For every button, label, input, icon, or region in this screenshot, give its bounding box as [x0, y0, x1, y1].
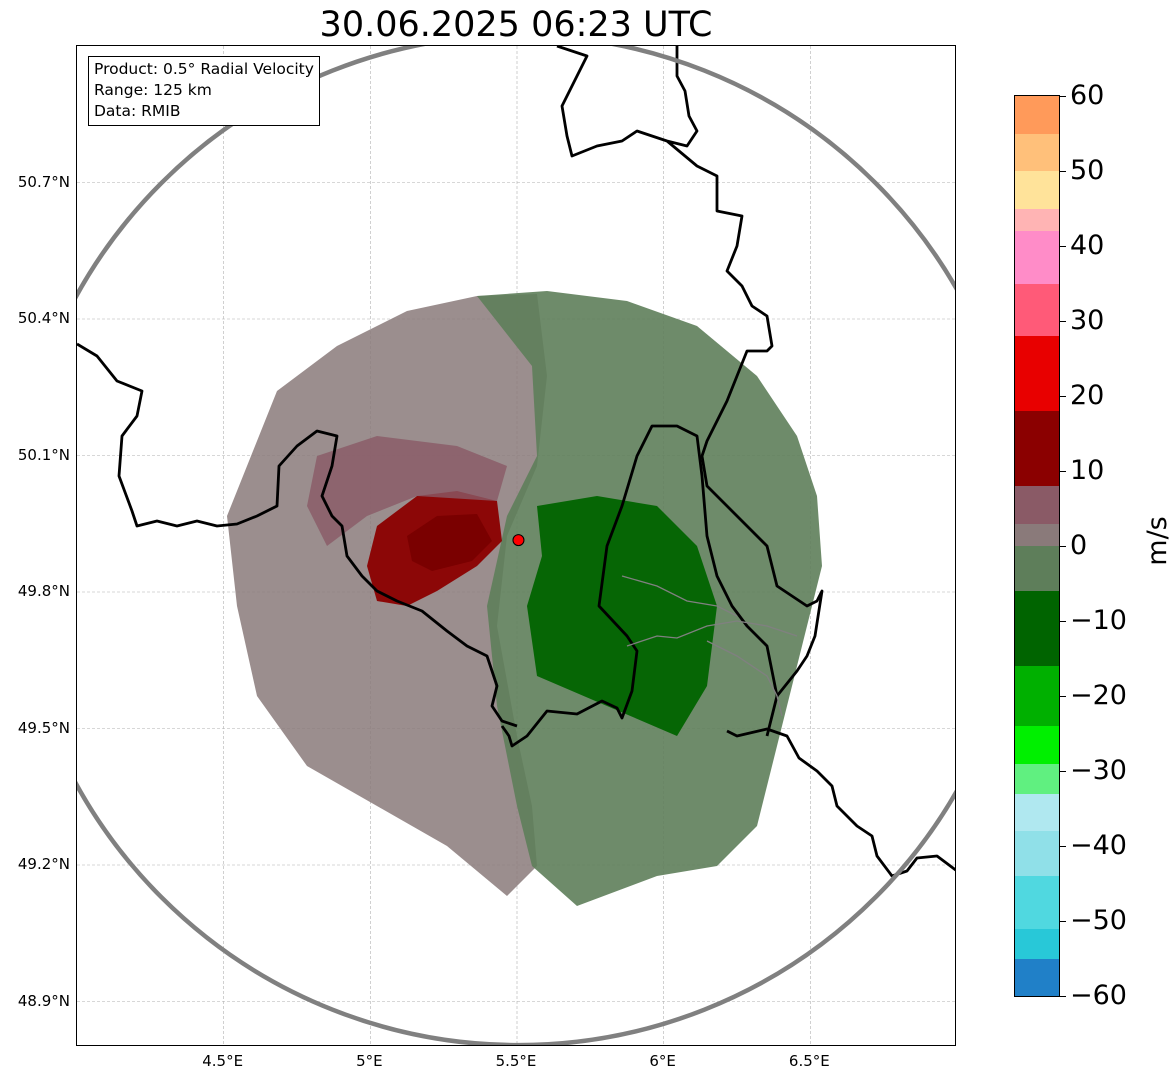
colorbar-tick-mark — [1060, 96, 1066, 97]
colorbar-tick-label: −10 — [1070, 605, 1127, 636]
border-luxembourg — [500, 424, 779, 748]
border-belgium-france-west — [77, 342, 518, 728]
colorbar-tick-label: 20 — [1070, 380, 1105, 411]
colorbar-tick-mark — [1060, 471, 1066, 472]
latitude-tick-label: 49.5°N — [17, 718, 70, 737]
longitude-tick-label: 4.5°E — [202, 1052, 244, 1070]
colorbar-band — [1015, 411, 1059, 487]
colorbar-band — [1015, 546, 1059, 592]
colorbar-band — [1015, 726, 1059, 765]
latitude-tick-label: 50.4°N — [17, 309, 70, 327]
longitude-tick-label: 5.5°E — [495, 1052, 537, 1070]
region-borders — [621, 575, 798, 717]
latitude-tick-label: 50.1°N — [17, 445, 70, 464]
colorbar-tick-mark — [1060, 771, 1066, 772]
echo-dark-red-core — [407, 514, 492, 571]
colorbar-tick-label: 0 — [1070, 530, 1088, 561]
colorbar-band — [1015, 763, 1059, 795]
colorbar-band — [1015, 133, 1059, 172]
colorbar-band — [1015, 523, 1059, 547]
colorbar-tick-mark — [1060, 846, 1066, 847]
latitude-tick-label: 49.2°N — [17, 855, 70, 873]
colorbar-band — [1015, 336, 1059, 412]
velocity-echoes — [227, 291, 822, 906]
colorbar-tick-label: −60 — [1070, 980, 1127, 1011]
colorbar — [1014, 95, 1060, 997]
colorbar-band — [1015, 171, 1059, 210]
latitude-tick-label: 48.9°N — [17, 991, 70, 1010]
colorbar-band — [1015, 231, 1059, 285]
country-borders — [77, 46, 955, 878]
colorbar-tick-mark — [1060, 996, 1066, 997]
colorbar-tick-mark — [1060, 396, 1066, 397]
colorbar-tick-label: 50 — [1070, 155, 1105, 186]
range-label: Range: 125 km — [94, 81, 212, 99]
product-info-box: Product: 0.5° Radial Velocity Range: 125… — [88, 56, 320, 126]
colorbar-tick-label: −40 — [1070, 830, 1127, 861]
colorbar-unit-label: m/s — [1142, 516, 1171, 566]
colorbar-band — [1015, 793, 1059, 832]
data-source-label: Data: RMIB — [94, 102, 181, 120]
product-label: Product: 0.5° Radial Velocity — [94, 60, 314, 78]
radar-map-canvas — [77, 46, 955, 1045]
colorbar-tick-mark — [1060, 621, 1066, 622]
latitude-tick-label: 49.8°N — [17, 582, 70, 600]
colorbar-tick-mark — [1060, 921, 1066, 922]
colorbar-tick-label: 60 — [1070, 80, 1105, 111]
colorbar-tick-mark — [1060, 246, 1066, 247]
region-line-2 — [626, 620, 798, 647]
colorbar-band — [1015, 666, 1059, 727]
radar-map[interactable] — [76, 45, 956, 1046]
border-germany-east — [556, 46, 824, 697]
region-line-1 — [621, 575, 738, 617]
colorbar-tick-mark — [1060, 171, 1066, 172]
colorbar-tick-mark — [1060, 546, 1066, 547]
map-title: 30.06.2025 06:23 UTC — [319, 5, 713, 45]
colorbar-band — [1015, 486, 1059, 525]
radar-site-marker[interactable] — [512, 534, 525, 547]
colorbar-tick-label: 40 — [1070, 230, 1105, 261]
colorbar-band — [1015, 208, 1059, 232]
colorbar-tick-label: −30 — [1070, 755, 1127, 786]
colorbar-tick-label: −20 — [1070, 680, 1127, 711]
colorbar-tick-label: −50 — [1070, 905, 1127, 936]
colorbar-band — [1015, 283, 1059, 337]
echo-dark-green — [527, 496, 717, 736]
colorbar-tick-label: 10 — [1070, 455, 1105, 486]
border-france-germany-south — [726, 727, 955, 878]
colorbar-tick-label: 30 — [1070, 305, 1105, 336]
echo-mauve — [307, 436, 507, 546]
colorbar-band — [1015, 928, 1059, 960]
latitude-tick-label: 50.7°N — [17, 172, 70, 191]
region-line-3 — [706, 640, 783, 717]
colorbar-tick-mark — [1060, 321, 1066, 322]
colorbar-band — [1015, 831, 1059, 877]
colorbar-band — [1015, 96, 1059, 135]
colorbar-band — [1015, 958, 1059, 996]
colorbar-tick-mark — [1060, 696, 1066, 697]
longitude-tick-label: 6°E — [649, 1052, 676, 1070]
longitude-tick-label: 5°E — [356, 1052, 383, 1070]
longitude-tick-label: 6.5°E — [788, 1052, 830, 1070]
colorbar-band — [1015, 876, 1059, 930]
colorbar-band — [1015, 591, 1059, 667]
